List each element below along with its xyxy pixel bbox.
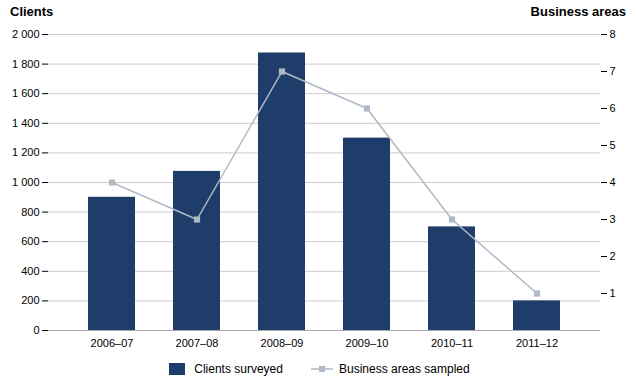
svg-text:2007–08: 2007–08 — [176, 337, 219, 349]
html-text:Clients surveyed: Clients surveyed — [194, 362, 283, 376]
svg-text:800: 800 — [21, 206, 39, 218]
svg-text:8: 8 — [610, 28, 616, 40]
svg-text:1 600: 1 600 — [12, 87, 40, 99]
svg-text:2006–07: 2006–07 — [91, 337, 134, 349]
html-text:Business areas sampled: Business areas sampled — [339, 362, 470, 376]
svg-text:1 800: 1 800 — [12, 58, 40, 70]
svg-text:2009–10: 2009–10 — [346, 337, 389, 349]
svg-text:1 200: 1 200 — [12, 146, 40, 158]
svg-text:1 400: 1 400 — [12, 117, 40, 129]
svg-text:4: 4 — [610, 176, 616, 188]
svg-text:7: 7 — [610, 65, 616, 77]
svg-text:2 000: 2 000 — [12, 28, 40, 40]
svg-text:5: 5 — [610, 139, 616, 151]
svg-text:600: 600 — [21, 235, 39, 247]
svg-text:2: 2 — [610, 250, 616, 262]
html-text:Clients: Clients — [10, 4, 54, 19]
html-text:Business areas: Business areas — [530, 4, 626, 19]
svg-text:2011–12: 2011–12 — [516, 337, 558, 349]
svg-text:1 000: 1 000 — [12, 176, 40, 188]
svg-text:2010–11: 2010–11 — [431, 337, 473, 349]
svg-text:2008–09: 2008–09 — [261, 337, 304, 349]
svg-text:400: 400 — [21, 265, 39, 277]
svg-text:1: 1 — [610, 287, 616, 299]
svg-text:6: 6 — [610, 102, 616, 114]
svg-text:200: 200 — [21, 294, 39, 306]
svg-text:0: 0 — [33, 324, 39, 336]
svg-text:3: 3 — [610, 213, 616, 225]
